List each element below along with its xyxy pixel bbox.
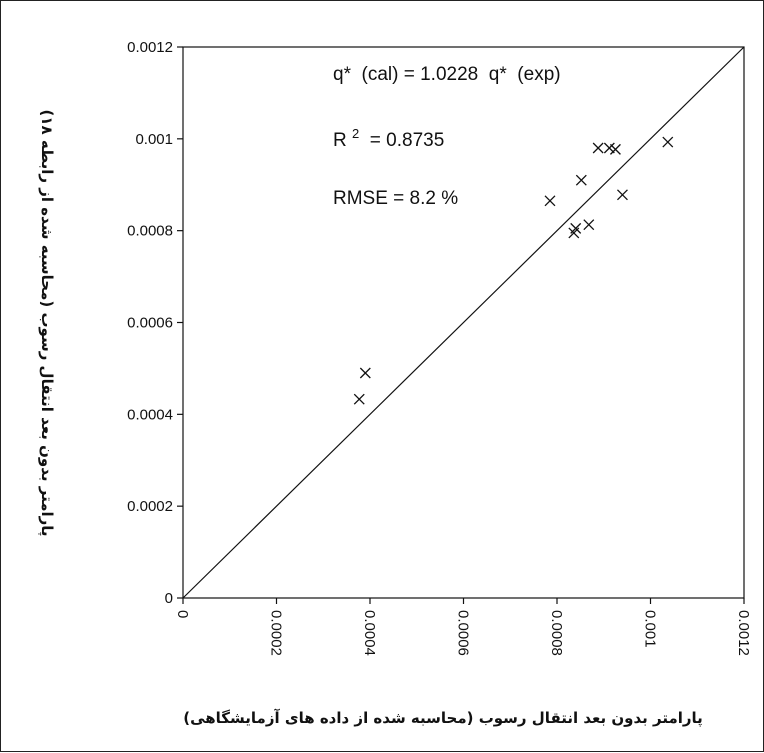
data-point <box>583 219 595 231</box>
y-tick-label: 0.001 <box>135 131 173 148</box>
data-points <box>353 136 674 405</box>
equation-annotation: q* (cal) = 1.0228 q* (exp) <box>333 64 561 85</box>
reference-line <box>182 46 745 599</box>
x-tick-label: 0.0002 <box>268 610 285 656</box>
data-point <box>662 136 674 148</box>
data-point <box>616 189 628 201</box>
x-tick-label: 0 <box>174 610 191 618</box>
rmse-annotation: RMSE = 8.2 % <box>333 188 458 209</box>
data-point <box>353 393 365 405</box>
x-tick-label: 0.0008 <box>548 610 565 656</box>
data-point <box>592 142 604 154</box>
data-point <box>609 143 621 155</box>
x-tick-label: 0.0006 <box>455 610 472 656</box>
r-squared-symbol: R <box>333 130 347 151</box>
r-squared-value: = 0.8735 <box>365 130 445 151</box>
y-axis-title: پارامتر بدون بعد انتقال رسوب (محاسبه شده… <box>37 109 56 536</box>
data-point <box>544 195 556 207</box>
x-axis-title: پارامتر بدون بعد انتقال رسوب (محاسبه شده… <box>183 709 703 728</box>
y-tick-label: 0.0004 <box>127 406 173 423</box>
y-tick-label: 0.0006 <box>127 315 173 332</box>
y-tick-label: 0 <box>165 590 173 607</box>
y-tick-label: 0.0002 <box>127 498 173 515</box>
x-tick-label: 0.0012 <box>735 610 752 656</box>
data-point <box>575 174 587 186</box>
x-tick-label: 0.001 <box>642 610 659 648</box>
r-squared-annotation: R 2 = 0.8735 <box>333 122 444 151</box>
x-tick-label: 0.0004 <box>361 610 378 656</box>
axis-ticks: 0 0.0002 0.0004 0.0006 0.0008 0.001 0.001200.0… <box>127 39 752 656</box>
y-tick-label: 0.0012 <box>127 39 173 56</box>
r-squared-superscript: 2 <box>352 126 359 141</box>
y-tick-label: 0.0008 <box>127 223 173 240</box>
data-point <box>570 222 582 234</box>
data-point <box>359 367 371 379</box>
